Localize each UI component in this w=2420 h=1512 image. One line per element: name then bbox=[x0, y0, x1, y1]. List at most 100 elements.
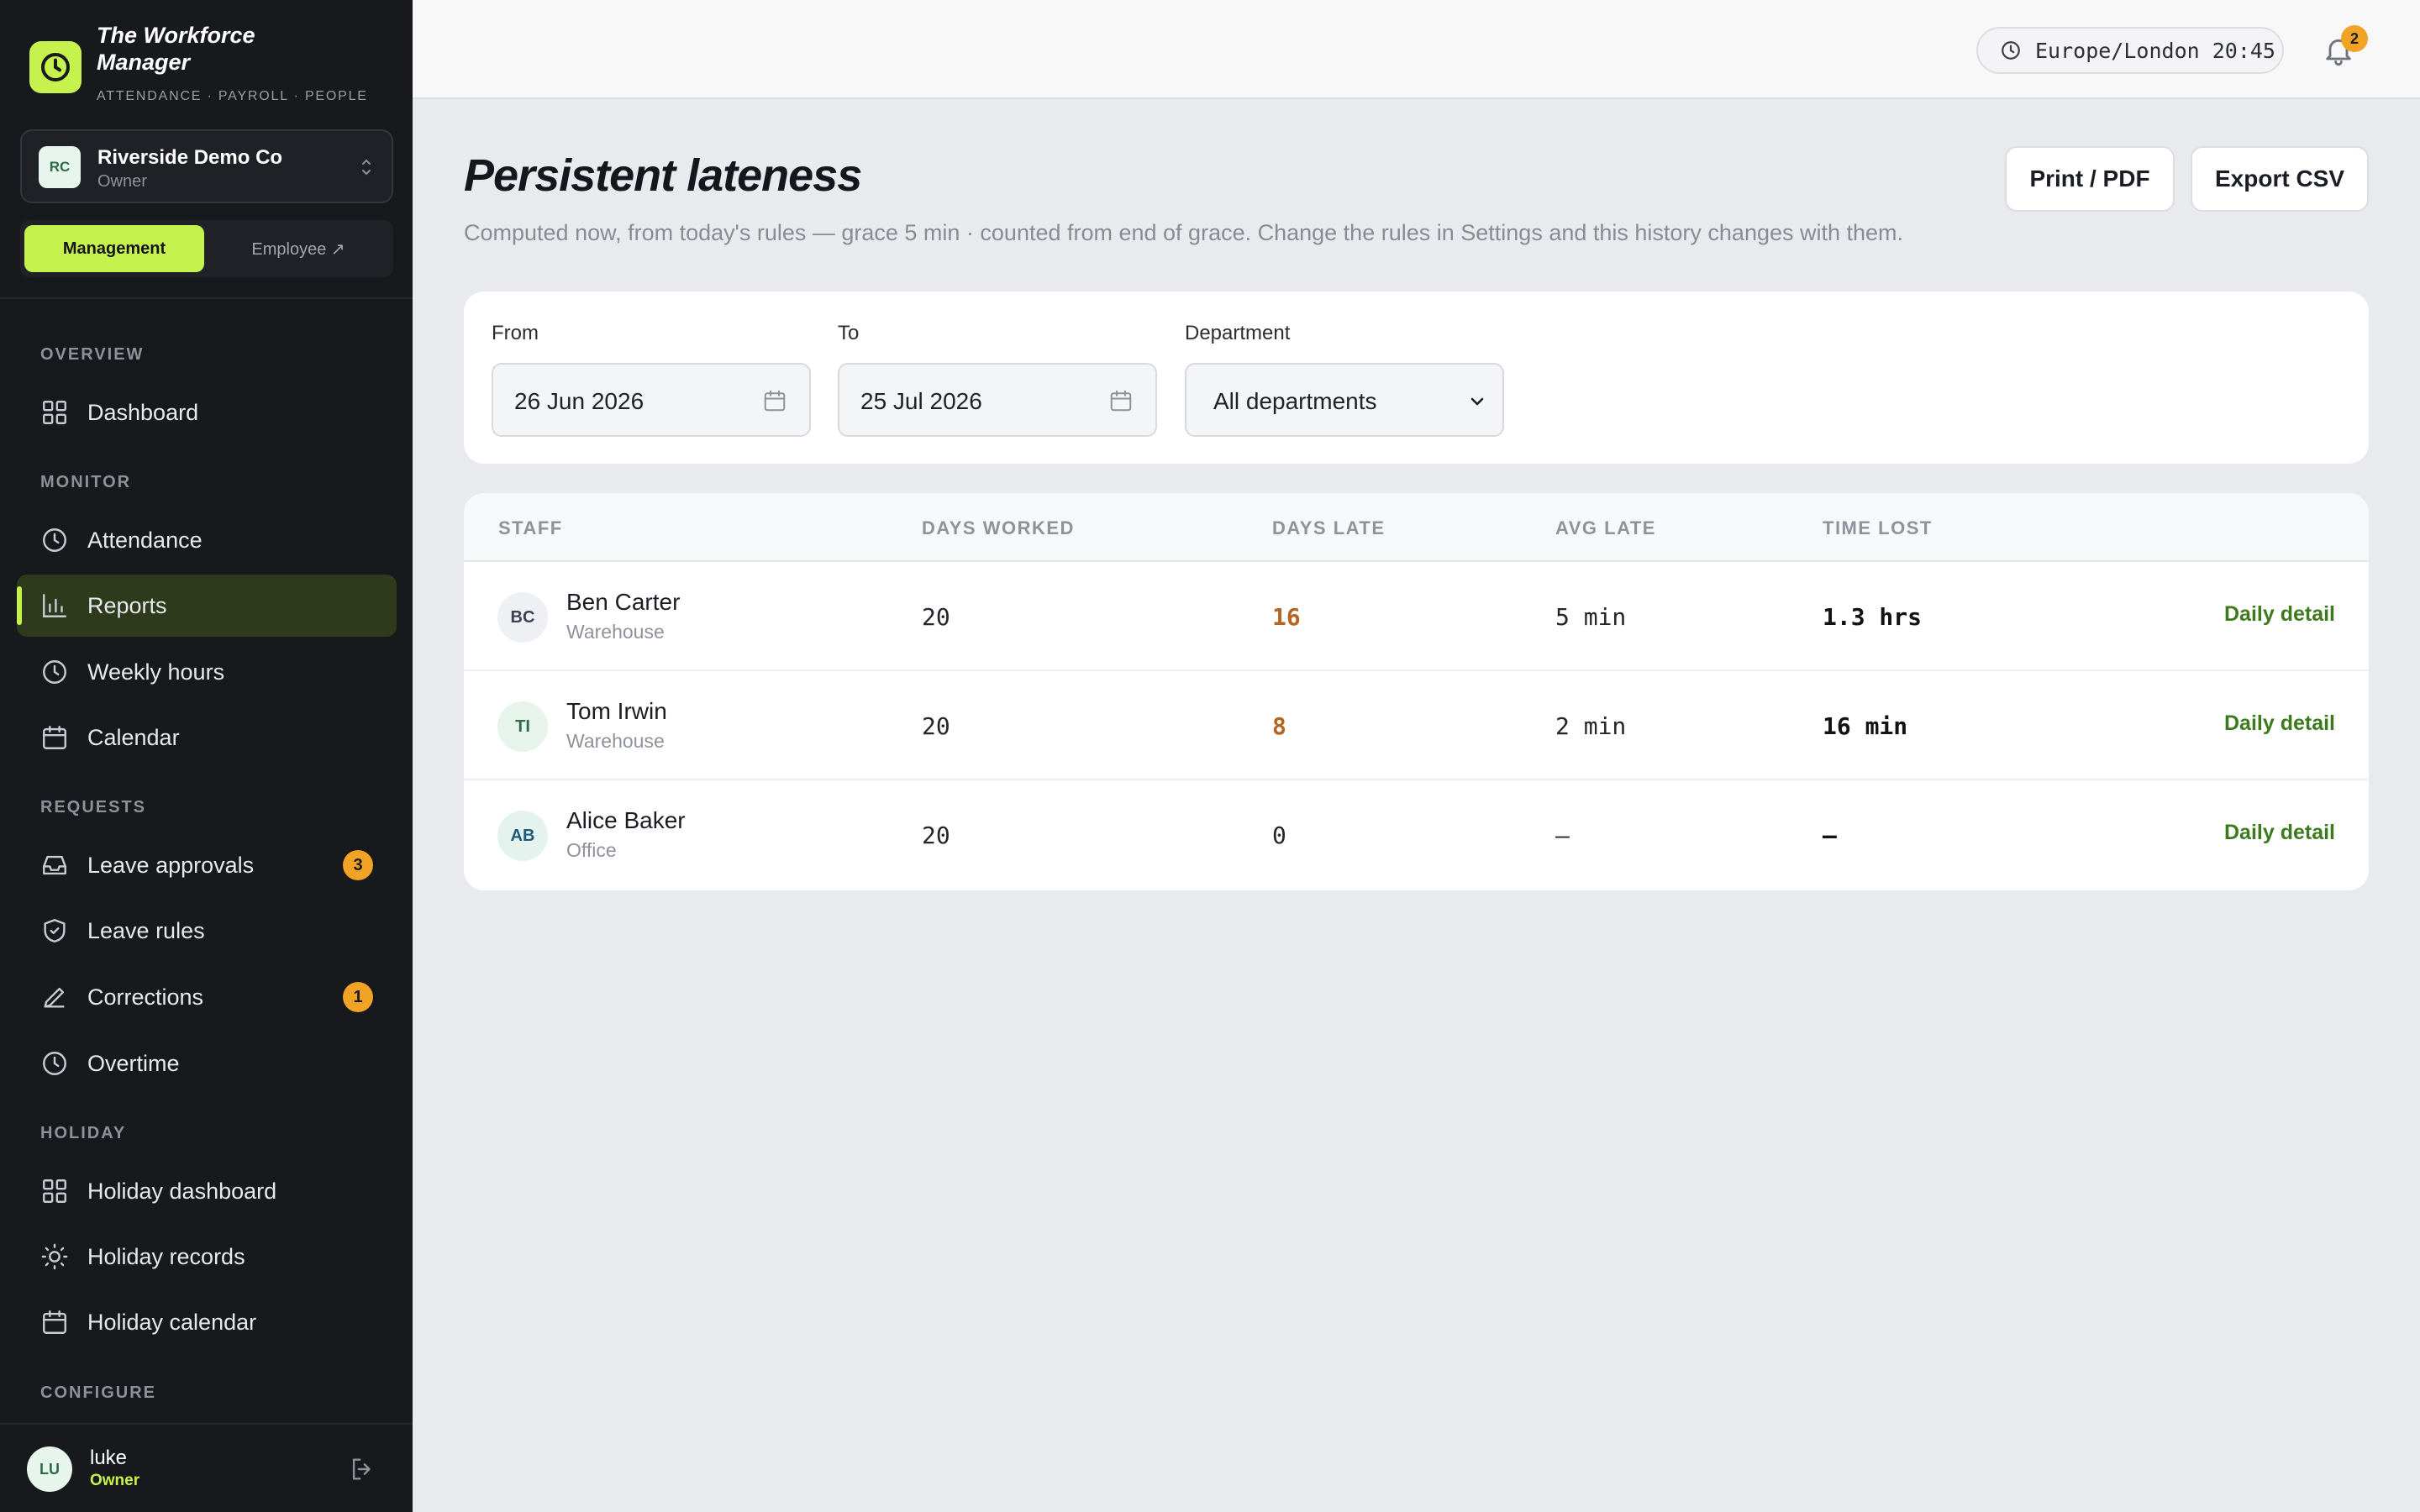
grid-icon bbox=[43, 1179, 66, 1203]
staff-department: Warehouse bbox=[566, 730, 665, 752]
brand-subtitle: ATTENDANCE · PAYROLL · PEOPLE bbox=[97, 89, 368, 103]
calendar-icon bbox=[1110, 390, 1132, 412]
inbox-icon bbox=[43, 855, 66, 875]
shield-check-icon bbox=[44, 919, 66, 942]
sidebar-item-overtime[interactable]: Overtime bbox=[17, 1032, 397, 1095]
sidebar-item-label: Dashboard bbox=[87, 399, 199, 425]
time-lost-cell: – bbox=[1823, 822, 1837, 849]
staff-department: Warehouse bbox=[566, 621, 665, 643]
page-subtitle: Computed now, from today's rules — grace… bbox=[464, 220, 1904, 245]
org-switcher[interactable]: RC Riverside Demo Co Owner bbox=[20, 129, 393, 203]
sidebar-item-attendance[interactable]: Attendance bbox=[17, 509, 397, 571]
nav-section-monitor: MONITOR bbox=[40, 473, 132, 491]
table-row: BC Ben Carter Warehouse 20 16 5 min 1.3 … bbox=[464, 562, 2369, 671]
sidebar-item-label: Holiday records bbox=[87, 1243, 245, 1269]
corrections-count-badge: 1 bbox=[343, 982, 373, 1012]
sidebar-item-label: Corrections bbox=[87, 984, 204, 1010]
pencil-icon bbox=[44, 987, 65, 1008]
department-select[interactable]: All departments bbox=[1185, 363, 1504, 437]
calendar-icon bbox=[764, 390, 786, 412]
sidebar-item-reports[interactable]: Reports bbox=[17, 575, 397, 637]
user-bar: LU luke Owner bbox=[0, 1423, 413, 1512]
table-header: STAFF DAYS WORKED DAYS LATE AVG LATE TIM… bbox=[464, 493, 2369, 562]
sidebar-item-leave-approvals[interactable]: Leave approvals 3 bbox=[17, 834, 397, 896]
daily-detail-link[interactable]: Daily detail bbox=[2224, 821, 2335, 844]
chevron-up-down-icon bbox=[360, 156, 373, 178]
sidebar-item-calendar[interactable]: Calendar bbox=[17, 706, 397, 769]
employee-mode-button[interactable]: Employee ↗ bbox=[251, 239, 345, 259]
table-row: AB Alice Baker Office 20 0 – – Daily det… bbox=[464, 780, 2369, 890]
sun-icon bbox=[41, 1243, 68, 1270]
to-date-value: 25 Jul 2026 bbox=[860, 388, 982, 414]
nav-section-configure: CONFIGURE bbox=[40, 1383, 156, 1402]
sidebar-item-leave-rules[interactable]: Leave rules bbox=[17, 900, 397, 962]
daily-detail-link[interactable]: Daily detail bbox=[2224, 602, 2335, 626]
department-label: Department bbox=[1185, 322, 1291, 344]
sidebar-item-holiday-dashboard[interactable]: Holiday dashboard bbox=[17, 1160, 397, 1222]
avg-late-cell: 5 min bbox=[1555, 603, 1627, 631]
staff-name: Alice Baker bbox=[566, 807, 686, 833]
user-role: Owner bbox=[90, 1472, 140, 1489]
column-header-days-worked: DAYS WORKED bbox=[922, 517, 1075, 538]
days-worked-cell: 20 bbox=[922, 822, 950, 849]
days-late-cell: 16 bbox=[1272, 603, 1301, 631]
time-lost-cell: 1.3 hrs bbox=[1823, 603, 1923, 631]
chevron-down-icon bbox=[1470, 397, 1484, 406]
sidebar-item-label: Leave rules bbox=[87, 917, 205, 943]
days-late-cell: 8 bbox=[1272, 712, 1286, 740]
management-mode-button[interactable]: Management bbox=[24, 225, 204, 272]
column-header-days-late: DAYS LATE bbox=[1272, 517, 1386, 538]
to-date-field[interactable]: 25 Jul 2026 bbox=[838, 363, 1157, 437]
nav-section-holiday: HOLIDAY bbox=[40, 1124, 127, 1142]
sidebar-divider bbox=[0, 297, 413, 299]
from-date-field[interactable]: 26 Jun 2026 bbox=[492, 363, 811, 437]
logout-icon[interactable] bbox=[348, 1455, 376, 1483]
sidebar-item-dashboard[interactable]: Dashboard bbox=[17, 381, 397, 444]
avg-late-cell: – bbox=[1555, 822, 1570, 849]
user-name: luke bbox=[90, 1446, 128, 1469]
days-worked-cell: 20 bbox=[922, 712, 950, 740]
lateness-table: STAFF DAYS WORKED DAYS LATE AVG LATE TIM… bbox=[464, 493, 2369, 890]
clock-icon bbox=[43, 528, 66, 552]
clock-icon bbox=[2002, 41, 2020, 60]
sidebar-item-label: Leave approvals bbox=[87, 852, 255, 878]
page-title: Persistent lateness bbox=[464, 150, 862, 201]
staff-name: Tom Irwin bbox=[566, 698, 667, 724]
staff-avatar: BC bbox=[497, 592, 548, 643]
bar-chart-icon bbox=[43, 594, 66, 617]
org-role: Owner bbox=[97, 172, 147, 191]
to-label: To bbox=[838, 322, 860, 344]
sidebar-item-corrections[interactable]: Corrections 1 bbox=[17, 966, 397, 1028]
sidebar-item-label: Overtime bbox=[87, 1050, 180, 1076]
days-late-cell: 0 bbox=[1272, 822, 1286, 849]
sidebar-item-label: Holiday calendar bbox=[87, 1309, 257, 1335]
clock-icon bbox=[43, 660, 66, 684]
staff-avatar: TI bbox=[497, 701, 548, 752]
sidebar-item-label: Holiday dashboard bbox=[87, 1178, 277, 1204]
topbar: Europe/London 20:45 2 bbox=[413, 0, 2420, 99]
column-header-avg-late: AVG LATE bbox=[1555, 517, 1656, 538]
org-name: Riverside Demo Co bbox=[97, 146, 283, 169]
org-avatar: RC bbox=[39, 146, 81, 188]
sidebar-item-label: Attendance bbox=[87, 527, 203, 553]
notification-count-badge: 2 bbox=[2341, 25, 2368, 52]
sidebar-item-holiday-records[interactable]: Holiday records bbox=[17, 1226, 397, 1288]
staff-department: Office bbox=[566, 839, 617, 861]
brand-title: The Workforce Manager bbox=[97, 23, 255, 75]
mode-toggle: Management Employee ↗ bbox=[20, 220, 393, 277]
export-csv-button[interactable]: Export CSV bbox=[2191, 146, 2369, 212]
from-label: From bbox=[492, 322, 539, 344]
sidebar-item-holiday-calendar[interactable]: Holiday calendar bbox=[17, 1291, 397, 1353]
time-lost-cell: 16 min bbox=[1823, 712, 1908, 740]
filter-card: From 26 Jun 2026 To 25 Jul 2026 Departme… bbox=[464, 291, 2369, 464]
department-value: All departments bbox=[1213, 388, 1377, 414]
timezone-clock[interactable]: Europe/London 20:45 bbox=[1976, 27, 2284, 74]
sidebar-item-weekly-hours[interactable]: Weekly hours bbox=[17, 641, 397, 703]
staff-avatar: AB bbox=[497, 811, 548, 861]
daily-detail-link[interactable]: Daily detail bbox=[2224, 711, 2335, 735]
calendar-icon bbox=[43, 726, 66, 749]
print-pdf-button[interactable]: Print / PDF bbox=[2005, 146, 2175, 212]
user-avatar[interactable]: LU bbox=[27, 1446, 72, 1492]
nav-section-requests: REQUESTS bbox=[40, 798, 147, 816]
clock-icon bbox=[43, 1052, 66, 1075]
